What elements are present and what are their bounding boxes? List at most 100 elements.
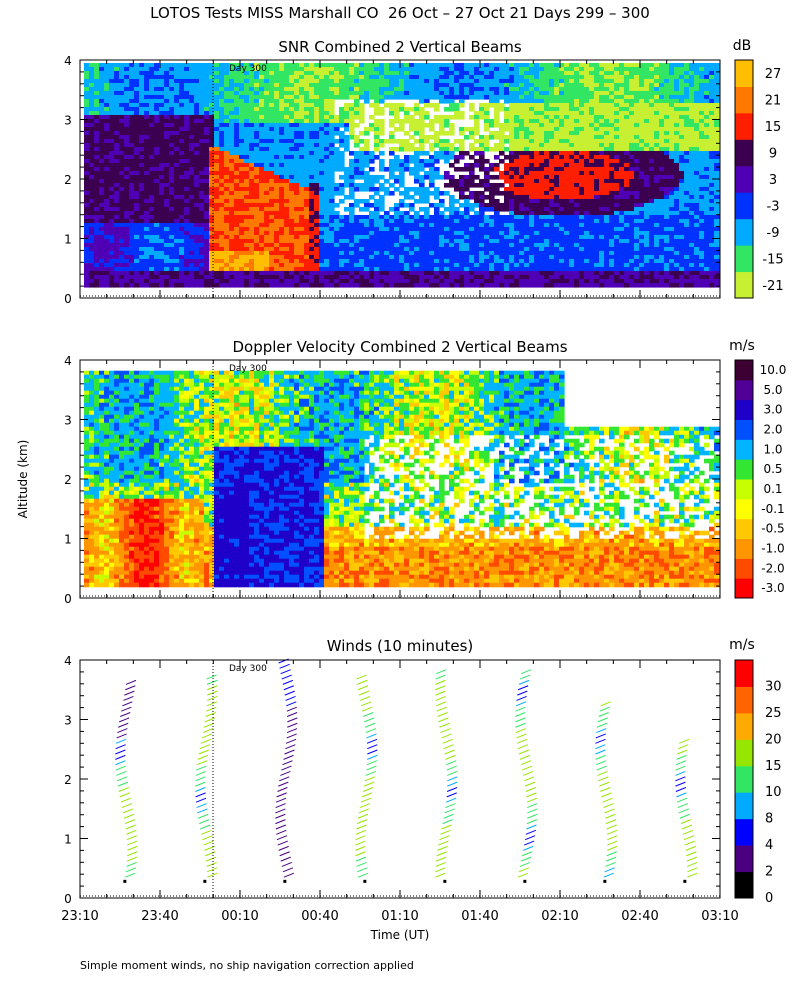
snr-cell (139, 106, 145, 112)
snr-cell (374, 110, 380, 116)
snr-cell (449, 78, 455, 84)
snr-cell (134, 102, 140, 108)
snr-cell (139, 122, 145, 128)
snr-cell (304, 250, 310, 256)
snr-cell (309, 234, 315, 240)
snr-cell (299, 234, 305, 240)
snr-cell (244, 266, 250, 272)
snr-cell (319, 142, 325, 148)
snr-cell (164, 158, 170, 164)
snr-cell (289, 94, 295, 100)
snr-cell (89, 218, 95, 224)
snr-cell (104, 98, 110, 104)
snr-cell (234, 170, 240, 176)
snr-cell (224, 218, 230, 224)
snr-cell (309, 166, 315, 172)
snr-cell (349, 230, 355, 236)
snr-cell (234, 162, 240, 168)
snr-cell (494, 114, 500, 120)
snr-cell (144, 122, 150, 128)
snr-cell (199, 130, 205, 136)
snr-cell (449, 106, 455, 112)
snr-cell (359, 234, 365, 240)
snr-cell (544, 254, 550, 260)
snr-cell (424, 234, 430, 240)
snr-cell (539, 170, 545, 176)
snr-cell (544, 246, 550, 252)
snr-cell (199, 266, 205, 272)
snr-cell (274, 182, 280, 188)
snr-cell (434, 94, 440, 100)
snr-cell (184, 234, 190, 240)
snr-cell (109, 262, 115, 268)
snr-cell (149, 210, 155, 216)
snr-cell (84, 218, 90, 224)
snr-cell (434, 266, 440, 272)
snr-cell (379, 234, 385, 240)
snr-cell (149, 238, 155, 244)
snr-cell (204, 90, 210, 96)
snr-cell (369, 278, 375, 284)
snr-cell (179, 206, 185, 212)
snr-cell (224, 106, 230, 112)
snr-cell (414, 222, 420, 228)
snr-cell (499, 214, 505, 220)
snr-cell (204, 218, 210, 224)
snr-cell (524, 226, 530, 232)
snr-cell (459, 102, 465, 108)
snr-cell (269, 70, 275, 76)
snr-cell (354, 106, 360, 112)
snr-cell (144, 214, 150, 220)
snr-cell (284, 198, 290, 204)
snr-cell (539, 62, 545, 68)
snr-cell (299, 214, 305, 220)
snr-cell (539, 214, 545, 220)
snr-cell (159, 170, 165, 176)
snr-cell (114, 154, 120, 160)
snr-cell (204, 62, 210, 68)
snr-cell (259, 258, 265, 264)
snr-cell (89, 174, 95, 180)
snr-cell (559, 66, 565, 72)
snr-cell (384, 178, 390, 184)
snr-cell (274, 118, 280, 124)
snr-cell (189, 126, 195, 132)
snr-cell (269, 90, 275, 96)
snr-cell (159, 258, 165, 264)
snr-cell (209, 226, 215, 232)
snr-cell (254, 118, 260, 124)
snr-cell (199, 222, 205, 228)
snr-cell (274, 190, 280, 196)
snr-cell (249, 278, 255, 284)
snr-cell (559, 74, 565, 80)
snr-cell (444, 226, 450, 232)
snr-cell (239, 86, 245, 92)
snr-cell (194, 210, 200, 216)
snr-cell (514, 274, 520, 280)
snr-cell (279, 110, 285, 116)
snr-cell (414, 214, 420, 220)
snr-cell (414, 186, 420, 192)
snr-cell (179, 202, 185, 208)
snr-cell (319, 218, 325, 224)
snr-cell (274, 138, 280, 144)
snr-cell (529, 238, 535, 244)
snr-cell (314, 194, 320, 200)
snr-cell (364, 162, 370, 168)
snr-cell (299, 250, 305, 256)
snr-cell (259, 246, 265, 252)
snr-cell (554, 130, 560, 136)
snr-cell (514, 218, 520, 224)
snr-cell (189, 90, 195, 96)
snr-cell (484, 202, 490, 208)
snr-cell (149, 66, 155, 72)
snr-cell (249, 274, 255, 280)
snr-cell (179, 158, 185, 164)
snr-cell (184, 198, 190, 204)
snr-cell (294, 246, 300, 252)
snr-cell (129, 86, 135, 92)
snr-cell (264, 214, 270, 220)
snr-cell (344, 214, 350, 220)
snr-cell (474, 250, 480, 256)
snr-cell (194, 202, 200, 208)
